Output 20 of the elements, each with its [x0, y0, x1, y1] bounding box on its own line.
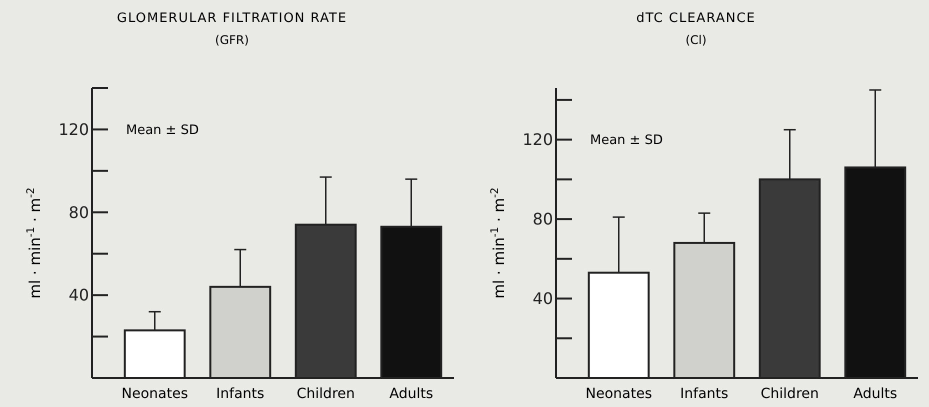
x-tick-label: Children — [296, 386, 355, 402]
y-tick-label: 120 — [522, 130, 553, 150]
y-tick-label: 40 — [532, 289, 553, 308]
x-tick-label: Infants — [216, 386, 264, 402]
y-tick-label: 80 — [68, 202, 89, 222]
chart-title: dTC CLEARANCE — [636, 11, 756, 26]
x-tick-label: Neonates — [586, 386, 652, 402]
annotation: Mean ± SD — [126, 122, 199, 138]
x-tick-label: Infants — [680, 386, 728, 402]
y-tick-label: 40 — [68, 286, 89, 305]
x-tick-label: Adults — [389, 386, 434, 402]
x-tick-label: Adults — [853, 386, 898, 402]
y-tick-label: 120 — [58, 120, 89, 140]
annotation: Mean ± SD — [590, 133, 663, 148]
chart-subtitle: (GFR) — [215, 33, 249, 47]
chart-subtitle: (Cl) — [685, 33, 707, 47]
x-tick-label: Neonates — [122, 386, 188, 402]
x-tick-label: Children — [760, 386, 819, 402]
chart-title: GLOMERULAR FILTRATION RATE — [116, 11, 348, 26]
y-tick-label: 80 — [532, 210, 553, 229]
